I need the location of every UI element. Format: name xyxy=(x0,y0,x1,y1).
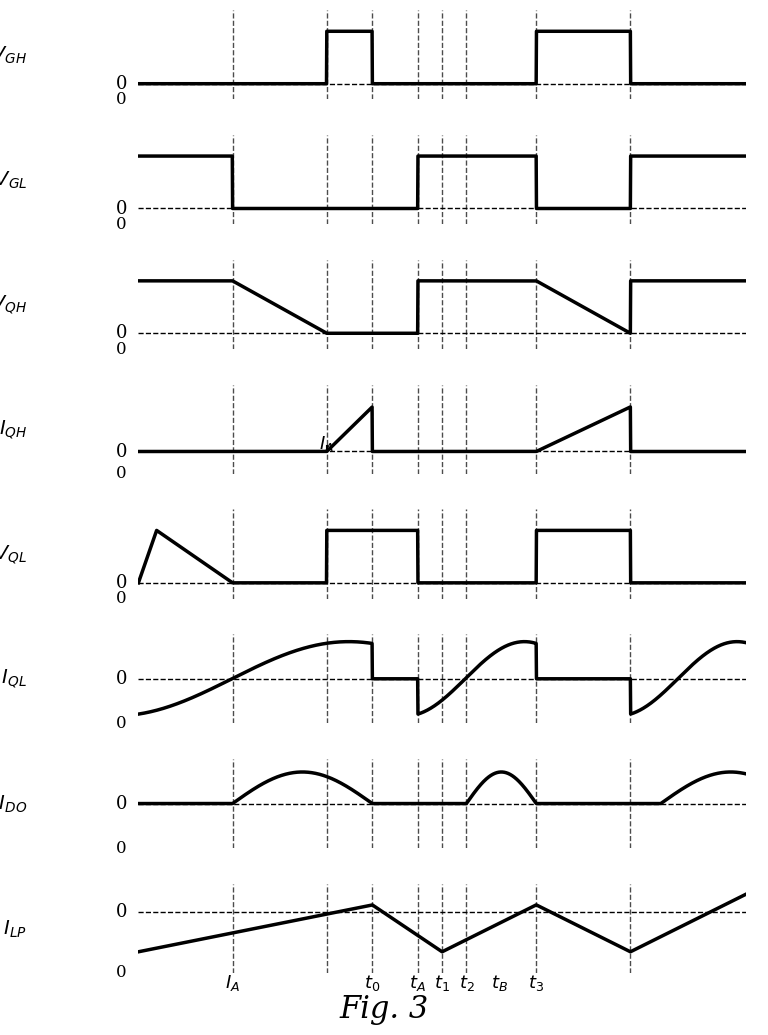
Y-axis label: (D) $I_{QH}$: (D) $I_{QH}$ xyxy=(0,418,27,441)
Text: 0: 0 xyxy=(115,965,126,981)
Text: 0: 0 xyxy=(116,903,127,921)
Text: 0: 0 xyxy=(115,215,126,233)
Y-axis label: (E) $V_{QL}$: (E) $V_{QL}$ xyxy=(0,542,27,565)
Y-axis label: (G) $I_{DO}$: (G) $I_{DO}$ xyxy=(0,793,27,815)
Y-axis label: (A) $V_{GH}$: (A) $V_{GH}$ xyxy=(0,43,27,66)
Text: 0: 0 xyxy=(116,670,127,688)
Text: $t_B$: $t_B$ xyxy=(491,973,508,993)
Text: 0: 0 xyxy=(115,91,126,108)
Text: $t_0$: $t_0$ xyxy=(364,973,380,993)
Text: $t_3$: $t_3$ xyxy=(528,973,544,993)
Text: 0: 0 xyxy=(116,75,127,93)
Text: $I_A$: $I_A$ xyxy=(225,973,240,993)
Text: $I_A$: $I_A$ xyxy=(319,435,334,454)
Text: 0: 0 xyxy=(116,324,127,343)
Text: 0: 0 xyxy=(116,573,127,592)
Text: 0: 0 xyxy=(115,466,126,482)
Text: 0: 0 xyxy=(115,341,126,357)
Text: $t_2$: $t_2$ xyxy=(458,973,474,993)
Text: $t_1$: $t_1$ xyxy=(434,973,449,993)
Text: 0: 0 xyxy=(115,715,126,732)
Y-axis label: (F) $I_{QL}$: (F) $I_{QL}$ xyxy=(0,668,27,690)
Text: 0: 0 xyxy=(116,443,127,461)
Text: 0: 0 xyxy=(115,839,126,857)
Y-axis label: (C) $V_{QH}$: (C) $V_{QH}$ xyxy=(0,293,27,316)
Text: 0: 0 xyxy=(115,590,126,608)
Text: $t_A$: $t_A$ xyxy=(409,973,425,993)
Text: Fig. 3: Fig. 3 xyxy=(339,994,429,1025)
Y-axis label: (B) $V_{GL}$: (B) $V_{GL}$ xyxy=(0,169,27,190)
Y-axis label: (H) $I_{LP}$: (H) $I_{LP}$ xyxy=(0,917,27,940)
Text: 0: 0 xyxy=(116,200,127,217)
Text: 0: 0 xyxy=(116,795,127,812)
